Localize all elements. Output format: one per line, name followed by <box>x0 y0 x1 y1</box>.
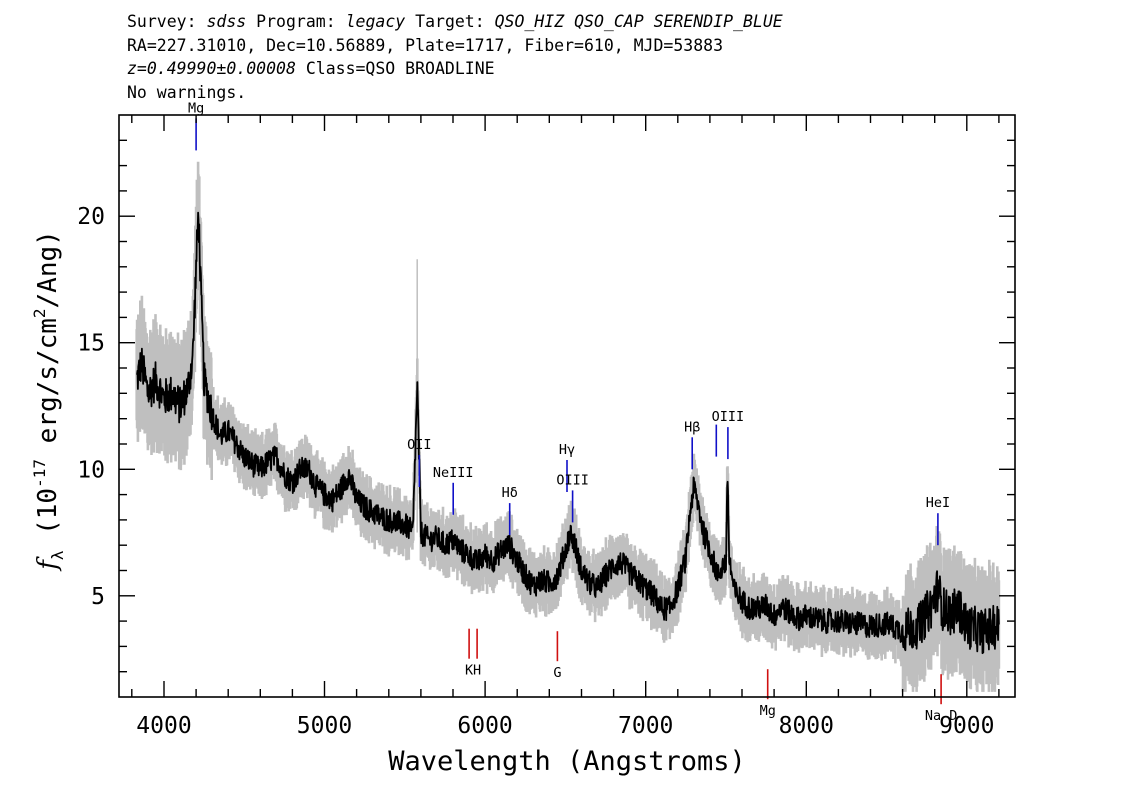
absorption-line-label: K <box>465 663 474 679</box>
absorption-line-label: G <box>553 665 561 681</box>
flux-line <box>135 211 1000 655</box>
x-axis-label: Wavelength (Angstroms) <box>388 746 746 777</box>
y-tick-label: 5 <box>91 584 105 610</box>
absorption-line-label: H <box>473 663 481 679</box>
axis-ticks-layer: 4000 5000 6000 7000 8000 9000 5 10 15 20 <box>77 115 1015 739</box>
emission-line-label: OIII <box>712 409 745 425</box>
y-tick-label: 10 <box>77 457 105 483</box>
x-tick-label: 8000 <box>779 713 834 739</box>
x-tick-label: 7000 <box>618 713 673 739</box>
header-line-coords: RA=227.31010, Dec=10.56889, Plate=1717, … <box>127 35 724 55</box>
emission-line-label: NeIII <box>433 465 474 481</box>
target-value: QSO_HIZ QSO_CAP SERENDIP_BLUE <box>494 12 783 31</box>
emission-line-label: Mg <box>188 100 204 116</box>
program-value: legacy <box>345 12 406 31</box>
plot-frame <box>118 114 1016 698</box>
x-tick-label: 6000 <box>457 713 512 739</box>
survey-value: sdss <box>206 12 247 31</box>
emission-line-label: Hδ <box>502 485 518 501</box>
absorption-line-label: Na D <box>925 708 958 724</box>
spectrum-header: Survey: sdss Program: legacy Target: QSO… <box>127 10 1107 104</box>
target-label: Target: <box>415 12 485 31</box>
y-tick-label: 20 <box>77 204 105 230</box>
emission-line-label: OIII <box>556 472 589 488</box>
x-tick-label: 4000 <box>136 713 191 739</box>
y-tick-label: 15 <box>77 331 105 357</box>
flux-layer <box>135 211 1000 655</box>
header-line-survey: Survey: sdss Program: legacy Target: QSO… <box>127 10 1107 34</box>
error-band-layer <box>135 161 1001 692</box>
emission-line-label: Hγ <box>559 442 575 458</box>
emission-line-label: OII <box>407 437 431 453</box>
class-value: Class=QSO BROADLINE <box>305 59 495 78</box>
program-label: Program: <box>256 12 336 31</box>
error-band <box>135 161 1001 692</box>
absorption-line-label: Mg <box>760 703 776 719</box>
header-line-warnings: No warnings. <box>127 82 247 102</box>
emission-line-label: HeI <box>926 495 950 511</box>
y-axis-label-sub: λ <box>48 550 67 560</box>
x-tick-label: 9000 <box>939 713 994 739</box>
redshift-value: z=0.49990±0.00008 <box>127 59 296 78</box>
emission-line-label: Hβ <box>684 419 700 435</box>
survey-label: Survey: <box>127 12 197 31</box>
y-axis-label: fλ (10-17 erg/s/cm2/Ang) <box>30 230 67 572</box>
header-line-redshift: z=0.49990±0.00008 Class=QSO BROADLINE <box>127 57 1107 81</box>
x-tick-label: 5000 <box>297 713 352 739</box>
